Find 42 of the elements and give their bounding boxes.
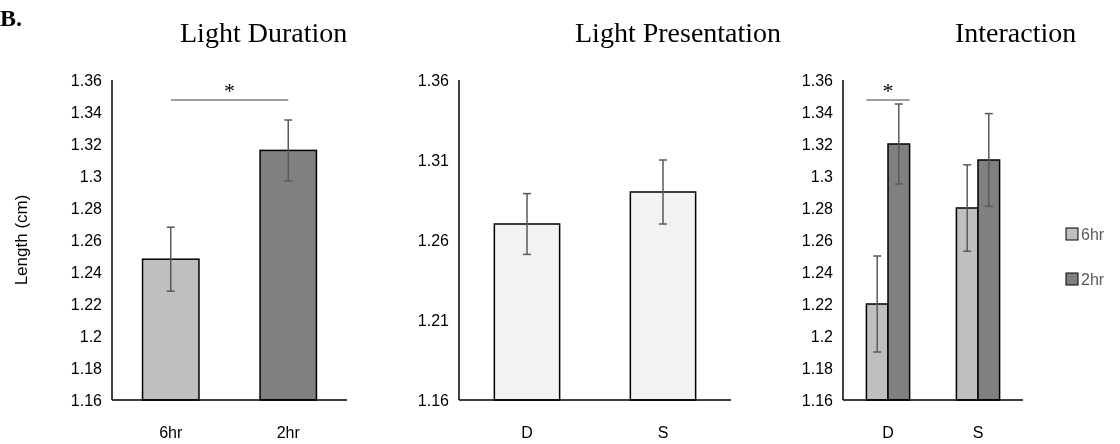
y-tick-label: 1.34: [70, 103, 103, 121]
y-tick-label: 1.26: [70, 231, 103, 249]
x-tick-label: D: [521, 424, 533, 441]
y-tick-label: 1.32: [70, 135, 103, 153]
y-tick-label: 1.18: [801, 359, 834, 377]
y-tick-label: 1.16: [801, 391, 834, 409]
y-tick-label: 1.18: [70, 359, 103, 377]
y-tick-label: 1.32: [801, 135, 834, 153]
chart-title: Light Presentation: [575, 17, 782, 48]
y-tick-label: 1.16: [70, 391, 103, 409]
y-tick-label: 1.22: [70, 295, 103, 313]
y-tick-label: 1.36: [70, 71, 103, 89]
y-tick-label: 1.26: [417, 231, 450, 249]
x-tick-label: S: [972, 424, 984, 441]
y-tick-label: 1.21: [417, 311, 450, 329]
x-tick-label: D: [882, 424, 894, 441]
y-tick-label: 1.24: [801, 263, 834, 281]
x-tick-label: S: [657, 424, 669, 441]
legend-label: 2hr: [1081, 270, 1105, 288]
y-tick-label: 1.36: [801, 71, 834, 89]
annotation: *: [224, 78, 235, 103]
chart-title: Interaction: [955, 17, 1077, 48]
y-tick-label: 1.31: [417, 151, 450, 169]
y-tick-label: 1.24: [70, 263, 103, 281]
y-tick-label: 1.28: [801, 199, 834, 217]
y-tick-label: 1.2: [810, 327, 834, 345]
y-axis-title: Length (cm): [12, 194, 31, 286]
legend-label: 6hr: [1081, 225, 1105, 243]
y-tick-label: 1.16: [417, 391, 450, 409]
y-tick-label: 1.3: [79, 167, 103, 185]
y-tick-label: 1.2: [79, 327, 103, 345]
y-tick-label: 1.26: [801, 231, 834, 249]
y-tick-label: 1.28: [70, 199, 103, 217]
x-tick-label: 2hr: [276, 424, 301, 441]
text: B.: [0, 5, 23, 31]
chart-title: Light Duration: [180, 17, 348, 48]
y-tick-label: 1.22: [801, 295, 834, 313]
y-tick-label: 1.34: [801, 103, 834, 121]
annotation: *: [882, 78, 894, 103]
y-tick-label: 1.3: [810, 167, 834, 185]
x-tick-label: 6hr: [159, 424, 183, 441]
y-tick-label: 1.36: [417, 71, 450, 89]
